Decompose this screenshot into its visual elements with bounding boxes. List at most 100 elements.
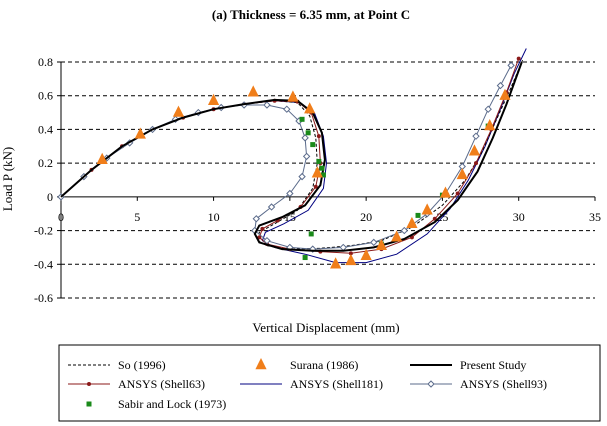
y-tick-label-0: -0.6 [34,291,53,305]
legend-box [58,344,601,422]
series-3 [59,56,521,256]
x-tick-label-2: 10 [208,210,220,224]
series-3-point-10 [316,134,321,139]
series-2 [60,61,523,252]
series-1-point-7 [311,166,323,178]
legend-label-2: Present Study [460,358,526,372]
axes [57,61,596,299]
series-3-point-20 [348,251,353,256]
legend-label-6: Sabir and Lock (1973) [118,397,226,411]
gridlines [61,61,595,299]
series-1-point-0 [96,152,108,164]
series-6-point-9 [415,212,421,218]
series-5-point-9 [263,101,271,109]
x-axis-label: Vertical Displacement (mm) [252,320,399,335]
series-1-point-16 [456,167,468,180]
legend-swatch-marker-3 [87,382,91,386]
series-1-point-1 [134,127,146,139]
series-6-point-6 [308,231,314,237]
series-5-point-22 [339,243,347,252]
series-1-point-18 [484,119,496,131]
series-1-point-6 [304,102,316,114]
legend-item-4: ANSYS (Shell181) [240,377,383,391]
series-1-point-3 [207,93,220,105]
series-5-point-12 [301,134,309,142]
series-6-point-5 [320,172,326,178]
chart-title: (a) Thickness = 6.35 mm, at Point C [212,7,410,22]
y-tick-label-4: 0.2 [38,156,53,170]
series-1-point-8 [330,257,342,269]
series-3-point-24 [455,191,460,196]
legend-label-1: Surana (1986) [290,358,358,372]
x-tick-label-7: 35 [589,210,601,224]
series-1-point-14 [421,203,433,215]
legend-item-2: Present Study [410,358,526,372]
y-tick-label-7: 0.8 [38,55,53,69]
series-5-point-17 [252,215,260,223]
series-3-point-16 [257,235,262,240]
series-3-point-15 [260,226,265,231]
series-5-point-28 [472,132,480,140]
y-tick-labels: -0.6 -0.4 -0.2 0 0.2 0.4 0.6 0.8 [34,55,53,305]
series-1-point-19 [499,88,511,100]
series-1-point-11 [375,238,387,250]
series-1-point-4 [247,85,259,97]
series-3-point-25 [473,161,478,166]
series-6-point-1 [305,130,311,136]
y-tick-label-5: 0.4 [38,122,53,136]
series-6-point-3 [316,158,322,164]
x-tick-label-4: 20 [360,210,372,224]
y-tick-label-3: 0 [47,190,53,204]
series-5-point-23 [370,238,378,247]
series-5-point-15 [286,189,294,198]
series-3-point-28 [516,56,521,61]
series-5-point-16 [267,203,276,211]
series-6-point-4 [319,165,325,171]
series-1-point-17 [468,144,481,156]
legend-label-4: ANSYS (Shell181) [290,377,383,391]
x-tick-label-1: 5 [134,210,140,224]
x-tick-labels: 0 5 10 15 20 25 30 35 [58,210,601,224]
series-5-point-13 [302,152,311,161]
legend-swatch-marker-6 [86,401,92,407]
series-1-point-10 [360,248,372,261]
series-1-point-5 [287,90,299,102]
series-6-point-0 [299,116,305,122]
series-1-point-15 [439,186,452,198]
series-5-point-30 [496,81,505,90]
legend-label-0: So (1996) [118,358,166,372]
legend-label-3: ANSYS (Shell63) [118,377,205,391]
series-5-point-31 [507,61,515,70]
legend-label-5: ANSYS (Shell93) [460,377,547,391]
y-tick-label-2: -0.2 [34,224,53,238]
legend-item-5: ANSYS (Shell93) [410,377,547,391]
series-line-3 [60,58,520,254]
series-1 [96,85,511,269]
series-6-point-2 [310,142,316,148]
series-5-point-14 [298,172,306,181]
y-axis-label: Load P (kN) [0,147,15,212]
series-3-point-12 [313,184,318,189]
series-1-point-12 [391,230,403,242]
y-tick-label-6: 0.6 [38,89,53,103]
x-tick-label-0: 0 [58,210,64,224]
y-tick-label-1: -0.4 [34,257,53,271]
legend-swatch-marker-1 [255,358,267,370]
legend: So (1996) Surana (1986) Present Study ANSYS… [58,344,601,422]
series-6-point-7 [302,255,308,261]
series-layer [57,48,527,269]
series-1-point-13 [406,216,418,229]
series-line-2 [60,61,523,252]
series-5-point-10 [283,105,291,113]
legend-item-6: Sabir and Lock (1973) [86,397,226,411]
legend-item-3: ANSYS (Shell63) [68,377,205,391]
legend-swatch-marker-5 [427,380,435,388]
series-5-point-24 [400,226,408,235]
legend-item-0: So (1996) [68,358,166,372]
series-5-point-29 [484,105,492,113]
x-tick-label-6: 30 [513,210,525,224]
series-1-point-2 [172,105,185,117]
legend-item-1: Surana (1986) [255,358,358,372]
series-1-point-9 [345,253,357,266]
